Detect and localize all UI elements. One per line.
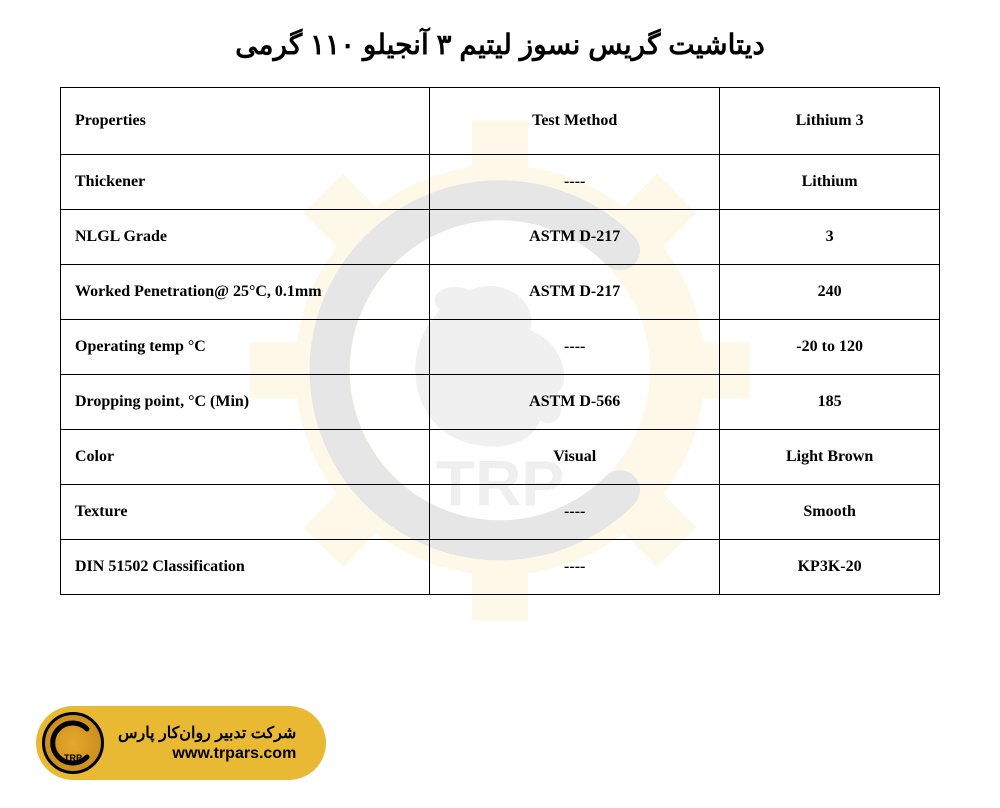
cell-property: Color — [61, 430, 430, 485]
cell-property: NLGL Grade — [61, 210, 430, 265]
col-header-value: Lithium 3 — [720, 88, 940, 155]
cell-method: ---- — [430, 155, 720, 210]
cell-value: 240 — [720, 265, 940, 320]
cell-value: Smooth — [720, 485, 940, 540]
cell-value: 3 — [720, 210, 940, 265]
table-row: NLGL Grade ASTM D-217 3 — [61, 210, 940, 265]
company-logo-icon: TRP — [42, 712, 104, 774]
company-name: شرکت تدبیر روان‌کار پارس — [118, 723, 296, 743]
cell-property: Dropping point, °C (Min) — [61, 375, 430, 430]
cell-method: ---- — [430, 320, 720, 375]
table-row: Texture ---- Smooth — [61, 485, 940, 540]
table-row: Worked Penetration@ 25°C, 0.1mm ASTM D-2… — [61, 265, 940, 320]
cell-method: ASTM D-217 — [430, 265, 720, 320]
footer-badge: TRP شرکت تدبیر روان‌کار پارس www.trpars.… — [36, 706, 326, 780]
cell-method: ---- — [430, 485, 720, 540]
cell-value: -20 to 120 — [720, 320, 940, 375]
col-header-properties: Properties — [61, 88, 430, 155]
company-website: www.trpars.com — [118, 745, 296, 763]
table-row: DIN 51502 Classification ---- KP3K-20 — [61, 540, 940, 595]
cell-method: ASTM D-217 — [430, 210, 720, 265]
svg-text:TRP: TRP — [64, 753, 82, 763]
cell-property: Texture — [61, 485, 430, 540]
cell-value: Lithium — [720, 155, 940, 210]
cell-value: Light Brown — [720, 430, 940, 485]
table-row: Operating temp °C ---- -20 to 120 — [61, 320, 940, 375]
table-row: Thickener ---- Lithium — [61, 155, 940, 210]
page-title: دیتاشیت گریس نسوز لیتیم ۳ آنجیلو ۱۱۰ گرم… — [0, 28, 1000, 61]
cell-property: Operating temp °C — [61, 320, 430, 375]
cell-method: Visual — [430, 430, 720, 485]
table-row: Dropping point, °C (Min) ASTM D-566 185 — [61, 375, 940, 430]
cell-value: 185 — [720, 375, 940, 430]
table-row: Color Visual Light Brown — [61, 430, 940, 485]
cell-method: ASTM D-566 — [430, 375, 720, 430]
col-header-method: Test Method — [430, 88, 720, 155]
cell-property: Thickener — [61, 155, 430, 210]
cell-value: KP3K-20 — [720, 540, 940, 595]
cell-method: ---- — [430, 540, 720, 595]
cell-property: Worked Penetration@ 25°C, 0.1mm — [61, 265, 430, 320]
datasheet-table: Properties Test Method Lithium 3 Thicken… — [60, 87, 940, 595]
cell-property: DIN 51502 Classification — [61, 540, 430, 595]
